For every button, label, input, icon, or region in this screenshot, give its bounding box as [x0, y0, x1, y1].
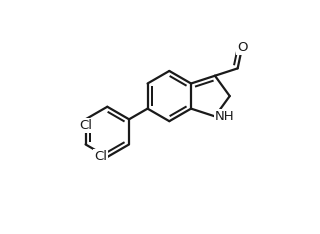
- Text: NH: NH: [215, 110, 235, 123]
- Text: O: O: [237, 41, 247, 54]
- Text: Cl: Cl: [79, 119, 92, 132]
- Text: Cl: Cl: [94, 150, 107, 164]
